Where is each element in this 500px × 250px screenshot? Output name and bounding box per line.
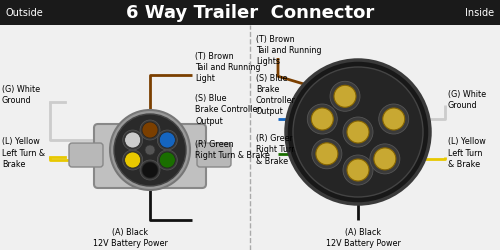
Bar xyxy=(0,0,500,25)
Circle shape xyxy=(160,132,176,148)
Circle shape xyxy=(374,148,396,170)
Text: (S) Blue
Brake Controller
Output: (S) Blue Brake Controller Output xyxy=(195,94,261,126)
Circle shape xyxy=(286,60,430,204)
Text: (R) Green
Right Turn
& Brake: (R) Green Right Turn & Brake xyxy=(256,134,296,166)
Circle shape xyxy=(114,114,186,186)
Text: (A) Black
12V Battery Power: (A) Black 12V Battery Power xyxy=(92,228,168,248)
FancyBboxPatch shape xyxy=(69,143,103,167)
Text: (S) Blue
Brake
Controller
Output: (S) Blue Brake Controller Output xyxy=(256,74,296,116)
Circle shape xyxy=(142,162,158,178)
Circle shape xyxy=(140,160,160,180)
Text: (R) Green
Right Turn & Brake: (R) Green Right Turn & Brake xyxy=(195,140,270,160)
Text: (L) Yellow
Left Turn &
Brake: (L) Yellow Left Turn & Brake xyxy=(2,138,45,168)
Text: (G) White
Ground: (G) White Ground xyxy=(448,90,486,110)
Circle shape xyxy=(382,108,404,130)
Circle shape xyxy=(316,143,338,165)
Circle shape xyxy=(124,152,140,168)
Circle shape xyxy=(308,104,338,134)
FancyBboxPatch shape xyxy=(197,143,231,167)
Text: (T) Brown
Tail and Running
Lights: (T) Brown Tail and Running Lights xyxy=(256,35,322,66)
Circle shape xyxy=(158,130,178,150)
Text: 6 Way Trailer  Connector: 6 Way Trailer Connector xyxy=(126,4,374,22)
Circle shape xyxy=(142,122,158,138)
Text: Outside: Outside xyxy=(6,8,44,18)
Text: (T) Brown
Tail and Running
Light: (T) Brown Tail and Running Light xyxy=(195,52,260,83)
Circle shape xyxy=(312,139,342,169)
Circle shape xyxy=(124,132,140,148)
Circle shape xyxy=(293,67,423,197)
Circle shape xyxy=(312,108,334,130)
Circle shape xyxy=(378,104,408,134)
Circle shape xyxy=(122,130,142,150)
Circle shape xyxy=(334,85,356,107)
Circle shape xyxy=(343,117,373,147)
Text: (G) White
Ground: (G) White Ground xyxy=(2,85,40,105)
Circle shape xyxy=(347,121,369,143)
Text: (L) Yellow
Left Turn
& Brake: (L) Yellow Left Turn & Brake xyxy=(448,138,486,168)
Circle shape xyxy=(158,150,178,170)
Circle shape xyxy=(160,152,176,168)
Circle shape xyxy=(343,155,373,185)
Circle shape xyxy=(330,81,360,111)
FancyBboxPatch shape xyxy=(94,124,206,188)
Circle shape xyxy=(370,144,400,174)
Circle shape xyxy=(347,159,369,181)
Circle shape xyxy=(140,120,160,140)
Circle shape xyxy=(122,150,142,170)
Text: (A) Black
12V Battery Power: (A) Black 12V Battery Power xyxy=(326,228,400,248)
Text: Inside: Inside xyxy=(465,8,494,18)
Circle shape xyxy=(110,110,190,190)
Circle shape xyxy=(145,145,155,155)
